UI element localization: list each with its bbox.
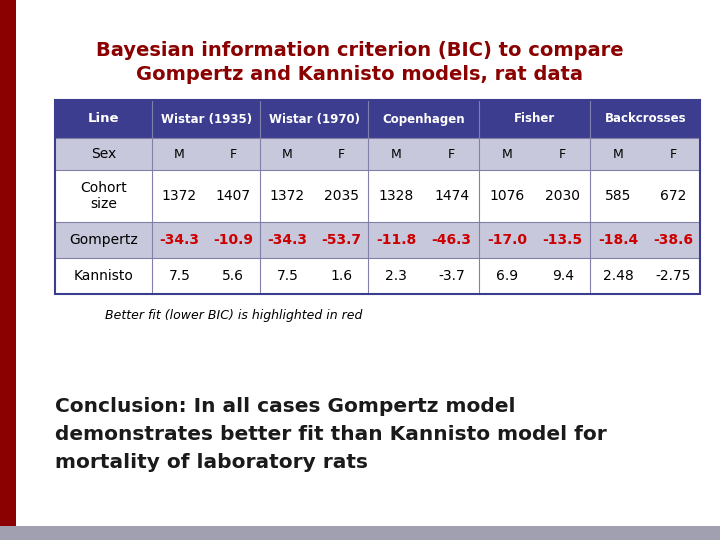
Text: -11.8: -11.8 <box>376 233 416 247</box>
Text: 7.5: 7.5 <box>168 269 190 283</box>
Text: -10.9: -10.9 <box>213 233 253 247</box>
Text: Gompertz: Gompertz <box>69 233 138 247</box>
Text: 2035: 2035 <box>324 189 359 203</box>
Bar <box>0 0 16 540</box>
Text: 1372: 1372 <box>162 189 197 203</box>
Text: 9.4: 9.4 <box>552 269 574 283</box>
Text: F: F <box>670 147 677 160</box>
Text: -2.75: -2.75 <box>655 269 690 283</box>
Text: 585: 585 <box>605 189 631 203</box>
Text: Conclusion: In all cases Gompertz model
demonstrates better fit than Kannisto mo: Conclusion: In all cases Gompertz model … <box>55 397 607 472</box>
Text: -46.3: -46.3 <box>432 233 472 247</box>
Text: M: M <box>502 147 513 160</box>
Text: 2.48: 2.48 <box>603 269 634 283</box>
Text: -34.3: -34.3 <box>267 233 307 247</box>
Text: M: M <box>282 147 293 160</box>
Text: -53.7: -53.7 <box>321 233 361 247</box>
Text: 6.9: 6.9 <box>496 269 518 283</box>
Text: Wistar (1970): Wistar (1970) <box>269 112 360 125</box>
Text: M: M <box>613 147 624 160</box>
Text: F: F <box>230 147 237 160</box>
Text: Better fit (lower BIC) is highlighted in red: Better fit (lower BIC) is highlighted in… <box>105 309 362 322</box>
Text: 1328: 1328 <box>379 189 414 203</box>
Text: F: F <box>448 147 455 160</box>
Text: Cohort: Cohort <box>80 181 127 195</box>
Bar <box>55 138 700 170</box>
Text: Gompertz and Kannisto models, rat data: Gompertz and Kannisto models, rat data <box>137 65 583 84</box>
Text: -17.0: -17.0 <box>487 233 527 247</box>
Text: Fisher: Fisher <box>514 112 556 125</box>
Text: 672: 672 <box>660 189 686 203</box>
Text: M: M <box>391 147 402 160</box>
Text: -3.7: -3.7 <box>438 269 465 283</box>
Text: size: size <box>90 197 117 211</box>
Text: Copenhagen: Copenhagen <box>382 112 465 125</box>
Bar <box>55 258 700 294</box>
Text: Wistar (1935): Wistar (1935) <box>161 112 252 125</box>
Text: 1407: 1407 <box>216 189 251 203</box>
Text: -34.3: -34.3 <box>159 233 199 247</box>
Text: 1.6: 1.6 <box>330 269 353 283</box>
Text: Line: Line <box>88 112 120 125</box>
Bar <box>55 222 700 258</box>
Text: 5.6: 5.6 <box>222 269 244 283</box>
Text: 7.5: 7.5 <box>276 269 298 283</box>
Text: 1076: 1076 <box>490 189 525 203</box>
Text: Bayesian information criterion (BIC) to compare: Bayesian information criterion (BIC) to … <box>96 40 624 59</box>
Text: Sex: Sex <box>91 147 116 161</box>
Text: 1474: 1474 <box>434 189 469 203</box>
Bar <box>55 170 700 222</box>
Bar <box>55 100 700 138</box>
Bar <box>55 100 700 294</box>
Text: -38.6: -38.6 <box>653 233 693 247</box>
Text: -18.4: -18.4 <box>598 233 639 247</box>
Text: M: M <box>174 147 185 160</box>
Text: F: F <box>338 147 345 160</box>
Text: 2.3: 2.3 <box>385 269 408 283</box>
Text: Backcrosses: Backcrosses <box>604 112 686 125</box>
Bar <box>0 526 720 540</box>
Text: Kannisto: Kannisto <box>73 269 134 283</box>
Text: 2030: 2030 <box>545 189 580 203</box>
Text: 1372: 1372 <box>270 189 305 203</box>
Text: F: F <box>559 147 566 160</box>
Text: -13.5: -13.5 <box>543 233 582 247</box>
